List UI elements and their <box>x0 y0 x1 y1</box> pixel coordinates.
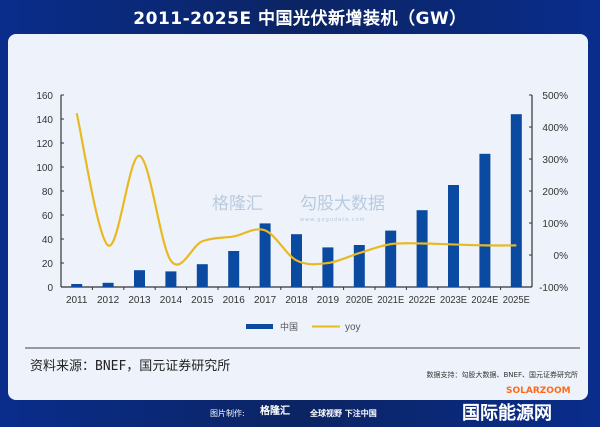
y-tick-label: 0 <box>47 283 53 294</box>
bar-2019 <box>322 247 334 287</box>
x-tick-label: 2022E <box>409 295 436 306</box>
y-tick-label: 20 <box>42 259 54 270</box>
bar-2015 <box>196 264 208 287</box>
bar-2022E <box>416 210 428 287</box>
y2-tick-label: 400% <box>542 123 568 134</box>
watermark-gogudata-url: www.gogudata.com <box>300 217 366 223</box>
gelonghui-logo: 格隆汇 <box>260 406 290 417</box>
y2-tick-label: 200% <box>542 187 568 198</box>
x-tick-label: 2017 <box>254 295 277 306</box>
y2-tick-label: 300% <box>542 155 568 166</box>
bar-2014 <box>165 271 177 287</box>
bar-2016 <box>228 251 240 287</box>
y2-tick-label: -100% <box>539 283 568 294</box>
watermark-gelonghui: 格隆汇 <box>212 194 263 214</box>
y-tick-label: 140 <box>36 115 53 126</box>
x-tick-label: 2023E <box>440 295 467 306</box>
slogan: 全球视野 下注中国 <box>310 409 377 418</box>
maker-label: 图片制作: <box>210 409 245 418</box>
x-tick-label: 2021E <box>377 295 404 306</box>
yoy-line <box>75 112 517 266</box>
y2-tick-label: 0% <box>554 251 569 262</box>
x-tick-label: 2011 <box>66 295 88 306</box>
bar-2012 <box>102 282 114 287</box>
watermark-gogudata: 勾股大数据 <box>300 194 385 214</box>
bar-2025E <box>510 114 522 287</box>
legend-swatch-bar <box>246 324 273 329</box>
chart-panel <box>8 34 588 400</box>
x-tick-label: 2015 <box>191 295 214 306</box>
bar-2013 <box>134 270 145 287</box>
x-tick-label: 2016 <box>223 295 246 306</box>
bar-2017 <box>259 223 271 287</box>
bar-2011 <box>71 284 83 287</box>
chart-title: 2011-2025E 中国光伏新增装机（GW） <box>133 9 467 29</box>
y-tick-label: 160 <box>36 91 53 102</box>
x-tick-label: 2012 <box>97 295 120 306</box>
y-tick-label: 80 <box>42 187 54 198</box>
watermark-solarzoom: SOLARZOOM <box>506 386 571 396</box>
watermark-energy-site: 国际能源网 <box>462 403 552 424</box>
x-tick-label: 2013 <box>128 295 151 306</box>
x-tick-label: 2019 <box>317 295 340 306</box>
y-tick-label: 60 <box>42 211 54 222</box>
legend-label-bar: 中国 <box>280 321 298 333</box>
support-note: 数据支持：勾股大数据、BNEF、国元证券研究所 <box>426 371 579 379</box>
bar-2023E <box>448 185 459 287</box>
x-tick-label: 2020E <box>346 295 373 306</box>
legend-label-line: yoy <box>345 322 361 333</box>
y2-tick-label: 500% <box>542 91 568 102</box>
source-note: 资料来源：BNEF，国元证券研究所 <box>30 359 231 374</box>
bar-2020E <box>353 245 365 287</box>
x-tick-label: 2024E <box>471 295 498 306</box>
y-tick-label: 100 <box>36 163 53 174</box>
x-tick-label: 2014 <box>160 295 183 306</box>
y-tick-label: 40 <box>42 235 54 246</box>
x-tick-label: 2018 <box>285 295 308 306</box>
bar-2024E <box>479 153 491 287</box>
y-tick-label: 120 <box>36 139 53 150</box>
x-tick-label: 2025E <box>503 295 530 306</box>
y2-tick-label: 100% <box>542 219 568 230</box>
bar-2021E <box>385 230 397 287</box>
